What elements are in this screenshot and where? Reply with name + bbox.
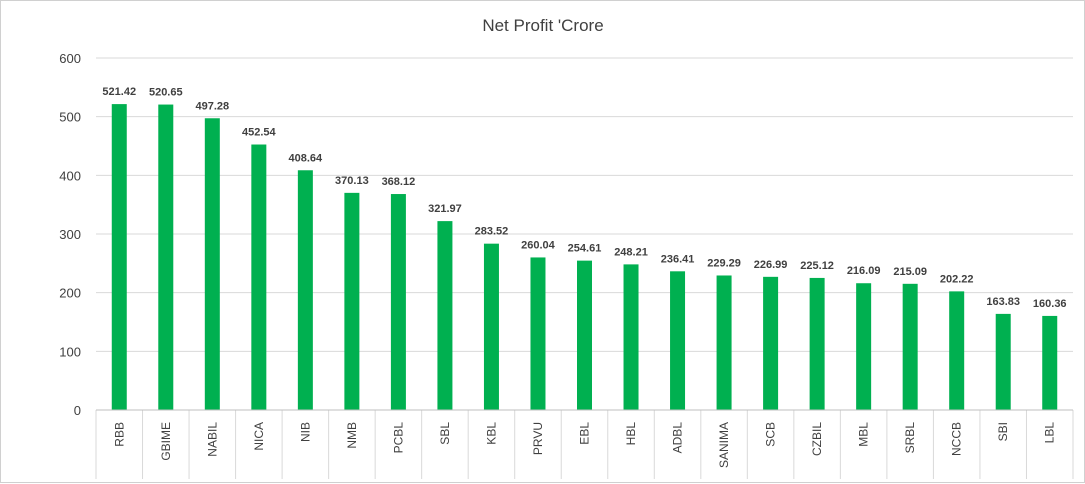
data-label-adbl: 236.41 — [661, 253, 695, 265]
x-tick-label-czbil: CZBIL — [810, 422, 824, 456]
data-label-sanima: 229.29 — [707, 257, 741, 269]
data-label-czbil: 225.12 — [800, 260, 834, 272]
x-tick-label-hbl: HBL — [624, 422, 638, 446]
x-tick-label-pcbl: PCBL — [391, 422, 405, 454]
bar-scb — [763, 276, 779, 410]
x-tick-label-sanima: SANIMA — [717, 422, 731, 468]
chart-title: Net Profit 'Crore — [482, 16, 603, 35]
x-tick-label-mbl: MBL — [857, 422, 871, 447]
data-label-hbl: 248.21 — [614, 246, 648, 258]
x-tick-label-adbl: ADBL — [671, 422, 685, 454]
x-tick-label-nmb: NMB — [345, 422, 359, 449]
bar-rbb — [111, 104, 127, 410]
data-label-ebl: 254.61 — [568, 243, 602, 255]
data-label-nmb: 370.13 — [335, 175, 369, 187]
data-label-gbime: 520.65 — [149, 87, 183, 99]
data-labels: 521.42 520.65 497.28 452.54 408.64 370.13 368.… — [102, 86, 1066, 310]
data-label-scb: 226.99 — [754, 259, 788, 271]
x-tick-label-nccb: NCCB — [950, 422, 964, 456]
x-tick-label-lbl: LBL — [1043, 422, 1057, 444]
data-label-lbl: 160.36 — [1033, 298, 1067, 310]
x-tick-label-srbl: SRBL — [903, 422, 917, 454]
x-tick-label-sbl: SBL — [438, 422, 452, 445]
bar-nccb — [949, 291, 965, 410]
x-tick-label-ebl: EBL — [578, 422, 592, 445]
y-axis: 0 100 200 300 400 500 600 — [59, 51, 81, 418]
x-tick-label-nib: NIB — [298, 422, 312, 442]
y-tick-label: 200 — [59, 286, 81, 301]
x-tick-label-sbi: SBI — [996, 422, 1010, 441]
bar-pcbl — [390, 194, 406, 410]
data-label-nica: 452.54 — [242, 127, 277, 139]
x-tick-label-rbb: RBB — [112, 422, 126, 447]
data-label-prvu: 260.04 — [521, 239, 556, 251]
bar-sbi — [995, 313, 1011, 410]
data-label-nib: 408.64 — [289, 152, 324, 164]
x-tick-label-kbl: KBL — [484, 422, 498, 445]
data-label-mbl: 216.09 — [847, 265, 881, 277]
bar-nmb — [344, 192, 360, 410]
x-tick-label-nabil: NABIL — [205, 422, 219, 457]
data-label-nccb: 202.22 — [940, 273, 974, 285]
data-label-srbl: 215.09 — [893, 266, 927, 278]
data-label-pcbl: 368.12 — [382, 176, 416, 188]
bar-srbl — [902, 283, 918, 410]
y-tick-label: 600 — [59, 51, 81, 66]
bars — [111, 104, 1058, 411]
bar-sbl — [437, 221, 453, 410]
bar-czbil — [809, 277, 825, 410]
data-label-sbi: 163.83 — [986, 296, 1020, 308]
bar-nica — [251, 144, 267, 410]
x-tick-label-gbime: GBIME — [159, 422, 173, 461]
bar-nabil — [204, 118, 220, 411]
x-axis: RBB GBIME NABIL NICA NIB NMB PCBL SBL KBL PRVU EBL… — [95, 409, 1074, 479]
y-tick-label: 500 — [59, 110, 81, 125]
data-label-kbl: 283.52 — [475, 226, 509, 238]
bar-gbime — [158, 104, 174, 410]
bar-kbl — [483, 243, 499, 410]
data-label-nabil: 497.28 — [195, 100, 229, 112]
bar-lbl — [1042, 315, 1058, 410]
bar-prvu — [530, 257, 546, 410]
y-tick-label: 100 — [59, 344, 81, 359]
data-label-sbl: 321.97 — [428, 203, 462, 215]
bar-mbl — [856, 283, 872, 410]
bar-hbl — [623, 264, 639, 410]
y-tick-label: 0 — [74, 403, 81, 418]
data-label-rbb: 521.42 — [102, 86, 136, 98]
bar-nib — [297, 170, 313, 410]
x-tick-label-prvu: PRVU — [531, 422, 545, 455]
bar-ebl — [577, 260, 592, 410]
y-tick-label: 400 — [59, 168, 81, 183]
x-tick-label-scb: SCB — [764, 422, 778, 447]
bar-adbl — [670, 271, 686, 410]
y-tick-label: 300 — [59, 227, 81, 242]
x-tick-label-nica: NICA — [252, 422, 266, 451]
bar-sanima — [716, 275, 732, 410]
